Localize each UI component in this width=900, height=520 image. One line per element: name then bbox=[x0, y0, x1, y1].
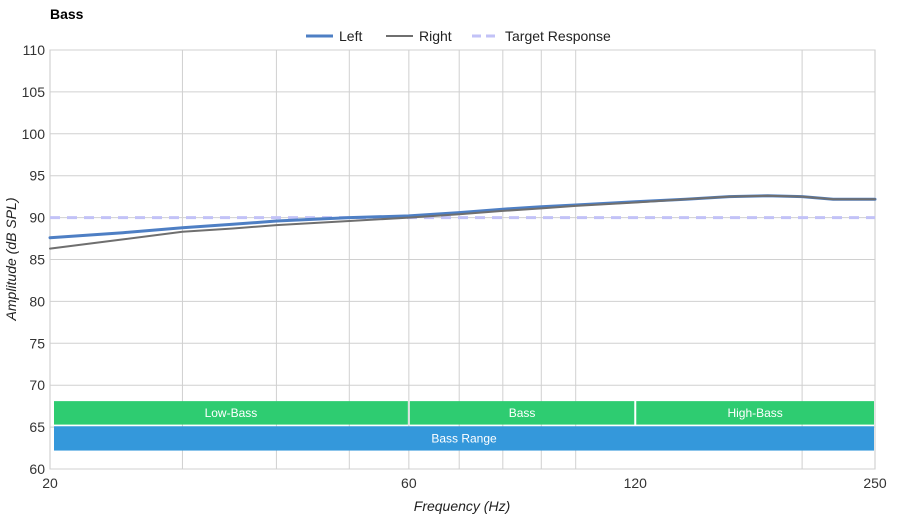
y-tick-label: 105 bbox=[22, 84, 46, 100]
y-tick-label: 110 bbox=[23, 42, 46, 58]
legend-item-target-response[interactable]: Target Response bbox=[472, 28, 611, 44]
y-tick-label: 85 bbox=[29, 252, 45, 268]
series-lines bbox=[48, 194, 877, 250]
legend-item-right[interactable]: Right bbox=[386, 28, 452, 44]
x-tick-label: 60 bbox=[401, 475, 417, 491]
legend-label: Target Response bbox=[505, 28, 611, 44]
y-tick-label: 80 bbox=[29, 293, 45, 309]
chart-title: Bass bbox=[50, 6, 84, 22]
band-label: Low-Bass bbox=[205, 406, 258, 420]
band-bass bbox=[409, 401, 635, 425]
y-tick-label: 60 bbox=[29, 461, 45, 477]
band-bass-range bbox=[54, 426, 874, 451]
y-tick-label: 65 bbox=[29, 419, 45, 435]
band-low-bass bbox=[54, 401, 408, 425]
legend-item-left[interactable]: Left bbox=[306, 28, 362, 44]
band-label: Bass bbox=[509, 406, 536, 420]
band-high-bass bbox=[636, 401, 874, 425]
y-tick-label: 75 bbox=[29, 335, 45, 351]
frequency-bands: Low-Bass Bass High-Bass Bass Range bbox=[54, 401, 874, 451]
y-tick-label: 70 bbox=[29, 377, 45, 393]
x-axis-label: Frequency (Hz) bbox=[414, 498, 510, 514]
y-tick-label: 100 bbox=[22, 126, 46, 142]
x-tick-labels: 20 60 120 250 bbox=[42, 475, 887, 491]
y-tick-label: 95 bbox=[29, 168, 45, 184]
band-label: High-Bass bbox=[727, 406, 782, 420]
x-tick-label: 20 bbox=[42, 475, 58, 491]
legend-label: Left bbox=[339, 28, 362, 44]
x-tick-label: 250 bbox=[863, 475, 887, 491]
band-label: Bass Range bbox=[431, 431, 497, 445]
y-tick-label: 90 bbox=[29, 210, 45, 226]
legend: Left Right Target Response bbox=[306, 28, 611, 44]
y-tick-labels: 60 65 70 75 80 85 90 95 100 105 110 bbox=[22, 42, 46, 477]
y-axis-label: Amplitude (dB SPL) bbox=[3, 198, 19, 322]
legend-label: Right bbox=[419, 28, 452, 44]
series-line-right bbox=[49, 194, 876, 250]
x-tick-label: 120 bbox=[624, 475, 648, 491]
